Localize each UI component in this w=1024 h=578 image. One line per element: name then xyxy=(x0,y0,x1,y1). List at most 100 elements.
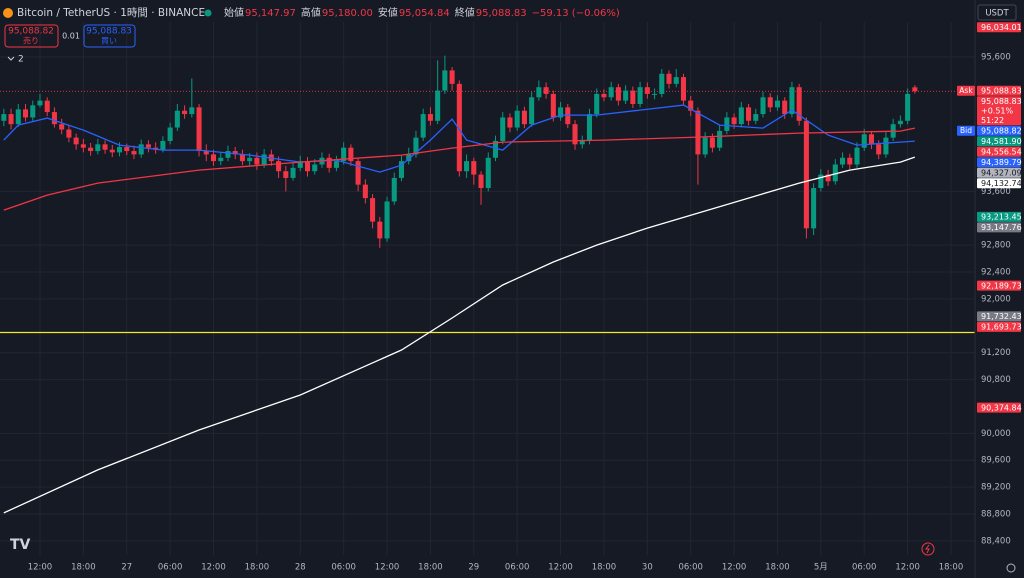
y-tick-label: 89,600 xyxy=(981,456,1011,466)
candle-body xyxy=(124,147,130,152)
ohlc-key: 高値 xyxy=(301,6,321,19)
candle-body xyxy=(464,161,470,172)
price-tag-label: 94,389.79 xyxy=(981,158,1022,167)
candle-body xyxy=(601,93,607,98)
candle-body xyxy=(427,114,433,121)
candle-body xyxy=(724,117,730,131)
candle-body xyxy=(847,157,853,165)
candle-body xyxy=(529,97,535,125)
spread: 0.01 xyxy=(62,32,80,41)
candle-body xyxy=(80,144,86,148)
price-tag xyxy=(977,222,1021,233)
x-tick-label: 18:00 xyxy=(939,563,964,573)
candle-body xyxy=(355,161,361,185)
candle-body xyxy=(449,70,455,84)
price-tag-label: 95,088.82 xyxy=(981,127,1022,136)
x-tick-label: 18:00 xyxy=(418,563,443,573)
buy-price[interactable]: 95,088.83 xyxy=(86,27,132,37)
price-tag-label: 94,132.74 xyxy=(981,179,1022,188)
candle-body xyxy=(760,97,766,115)
candle-body xyxy=(406,154,412,162)
x-tick-label: 06:00 xyxy=(331,563,356,573)
x-tick-label: 12:00 xyxy=(895,563,920,573)
price-tag xyxy=(977,178,1021,189)
price-tag-label: 91,732.43 xyxy=(981,312,1022,321)
ma-line xyxy=(3,104,915,173)
candle-body xyxy=(442,70,448,91)
price-tag xyxy=(977,136,1021,147)
coin-icon xyxy=(3,8,13,18)
candle-body xyxy=(644,87,650,94)
candle-body xyxy=(485,157,491,189)
ma-line xyxy=(3,156,916,514)
price-tag-label: 93,147.76 xyxy=(981,223,1022,232)
candle-body xyxy=(116,147,123,153)
y-tick-label: 89,200 xyxy=(981,483,1011,493)
collapse-icon[interactable] xyxy=(7,56,15,61)
ohlc-key: 安値 xyxy=(378,6,398,19)
alert-icon[interactable] xyxy=(921,542,935,556)
currency-button[interactable] xyxy=(977,4,1017,21)
axis: 95,600 93,600 92,800 92,400 92,000 91,200 90,8… xyxy=(28,22,1022,573)
candle-body xyxy=(8,114,14,125)
candle-body xyxy=(370,198,376,222)
candle-body xyxy=(210,154,217,162)
candle-body xyxy=(521,110,527,125)
buy-button[interactable] xyxy=(83,24,136,48)
candle-body xyxy=(44,100,50,113)
candle-body xyxy=(789,87,795,115)
price-tag xyxy=(977,280,1021,291)
candle-body xyxy=(391,177,397,202)
indicator-count[interactable]: 2 xyxy=(18,55,24,65)
candle-body xyxy=(326,157,332,168)
x-tick-label: 12:00 xyxy=(375,563,400,573)
x-tick-label: 5月 xyxy=(814,563,828,573)
candle-body xyxy=(203,151,209,155)
candle-body xyxy=(912,87,918,92)
ohlc-value: 95,088.83 xyxy=(476,8,527,19)
price-tag xyxy=(977,321,1021,332)
candle-body xyxy=(247,157,253,162)
candle-body xyxy=(514,110,520,128)
candle-body xyxy=(182,110,188,115)
candle-body xyxy=(840,157,846,165)
candle-body xyxy=(145,144,151,148)
candle-body xyxy=(594,93,600,115)
candle-body xyxy=(297,161,303,168)
settings-icon[interactable] xyxy=(1006,563,1016,573)
candle-body xyxy=(290,167,296,178)
candle-body xyxy=(615,87,621,101)
candle-body xyxy=(630,90,636,104)
side-tag xyxy=(957,85,975,96)
buy-label[interactable]: 買い xyxy=(101,37,117,46)
y-tick-label: 91,200 xyxy=(981,348,1011,358)
candle-body xyxy=(897,120,903,125)
price-tag xyxy=(977,211,1021,222)
logo[interactable]: TV xyxy=(10,537,31,553)
candle-body xyxy=(196,107,202,152)
candle-body xyxy=(66,129,72,138)
side-tag xyxy=(957,125,975,136)
x-tick-label: 18:00 xyxy=(592,563,617,573)
candle-body xyxy=(811,188,817,229)
x-tick-label: 06:00 xyxy=(852,563,877,573)
status-dot[interactable] xyxy=(204,9,212,17)
candle-body xyxy=(348,147,354,162)
candle-body xyxy=(377,221,383,239)
candle-body xyxy=(854,147,860,165)
candle-body xyxy=(492,140,499,158)
sell-button[interactable] xyxy=(4,24,59,48)
candle-body xyxy=(673,77,679,84)
candle-body xyxy=(435,90,441,121)
price-tag-extra: +0.51% xyxy=(981,107,1014,116)
currency[interactable]: USDT xyxy=(985,9,1009,19)
candle-body xyxy=(666,73,672,84)
sell-label[interactable]: 売り xyxy=(23,36,39,46)
ma-line xyxy=(3,127,915,211)
candle-body xyxy=(659,73,665,94)
sell-price[interactable]: 95,088.82 xyxy=(8,27,54,37)
candle-body xyxy=(59,124,65,130)
price-tag xyxy=(977,157,1021,168)
ohlc: 始値 95,147.97 高値 95,180.00 安値 95,054.84 終値 95,08… xyxy=(224,6,620,19)
x-tick-label: 06:00 xyxy=(505,563,530,573)
